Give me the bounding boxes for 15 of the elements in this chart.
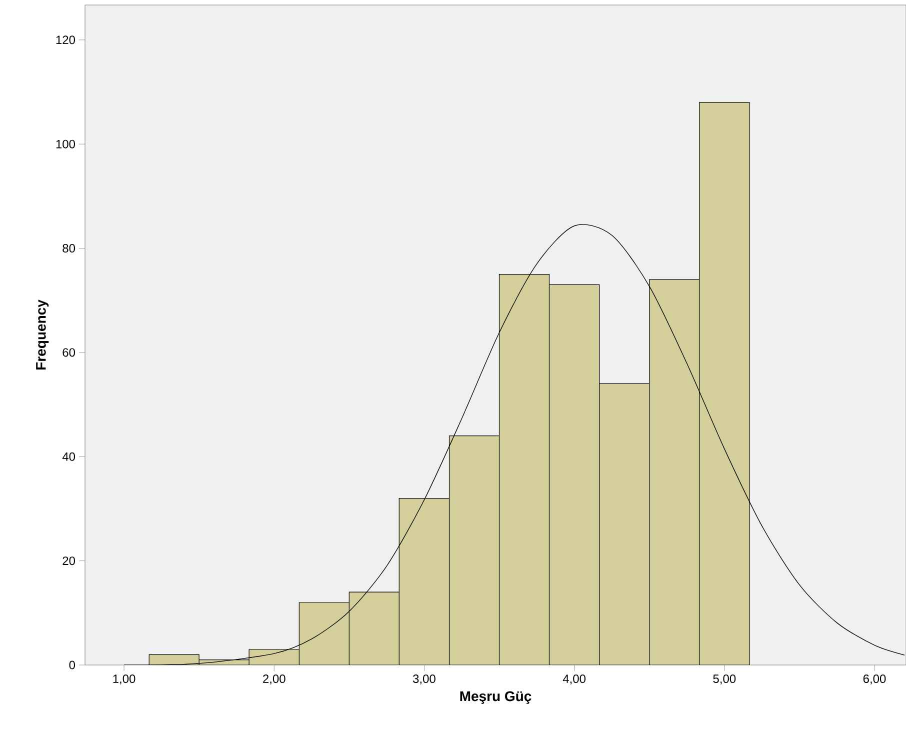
x-tick-label: 3,00 <box>412 674 436 684</box>
y-tick-label: 0 <box>69 660 76 670</box>
y-tick-label: 20 <box>62 556 76 566</box>
y-axis-title: Frequency <box>36 300 49 370</box>
y-tick-label: 60 <box>62 348 76 357</box>
x-tick-label: 1,00 <box>113 674 136 684</box>
x-tick-label: 6,00 <box>863 674 886 684</box>
y-tick-label: 40 <box>62 452 76 461</box>
y-tick-label: 80 <box>62 244 76 253</box>
x-tick-label: 5,00 <box>713 674 736 684</box>
y-tick-label: 120 <box>56 36 76 44</box>
x-tick-label: 4,00 <box>562 674 586 684</box>
y-tick-label: 100 <box>56 140 76 148</box>
x-tick-label: 2,00 <box>263 674 286 684</box>
x-axis-title: Meşru Güç <box>460 691 532 704</box>
